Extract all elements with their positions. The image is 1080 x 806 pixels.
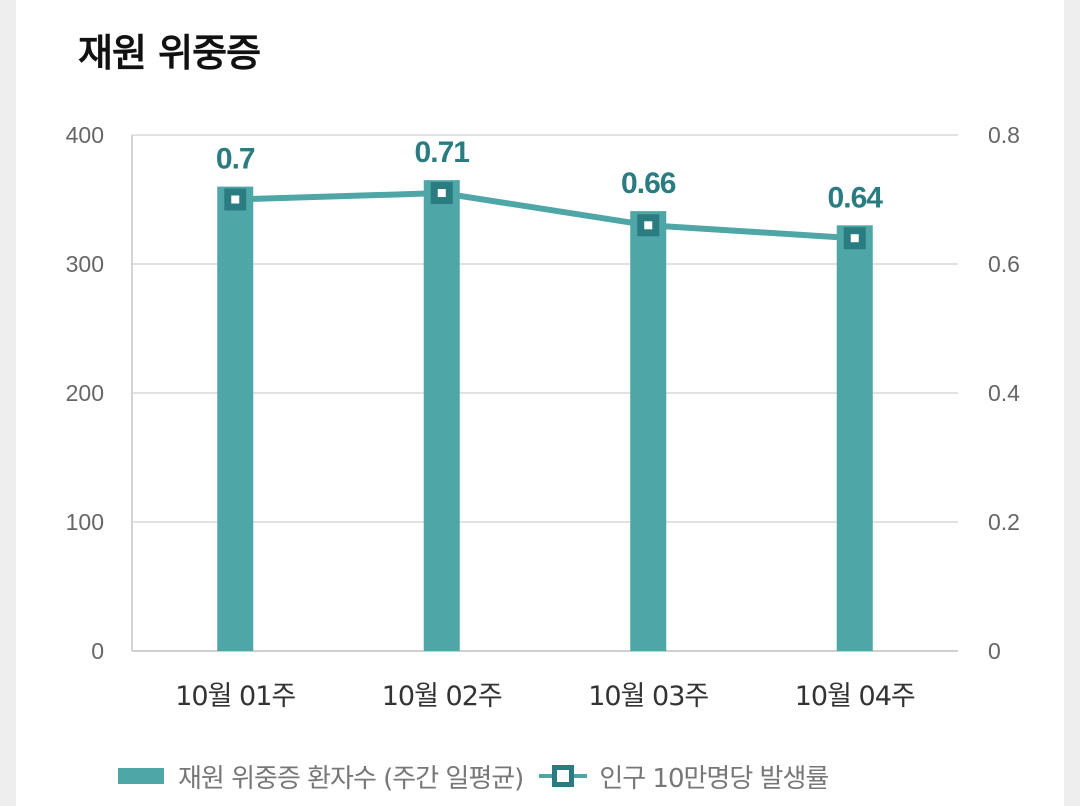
rate-line (235, 190, 855, 242)
legend-line-swatch (539, 764, 588, 788)
x-tick-label: 10월 04주 (795, 681, 915, 712)
legend-bar-label: 재원 위중증 환자수 (주간 일평균) (178, 763, 524, 794)
data-label: 0.71 (415, 136, 470, 169)
legend-bar-swatch (118, 768, 164, 784)
y-right-tick-label: 0.6 (988, 251, 1020, 277)
x-tick-label: 10월 02주 (382, 681, 502, 712)
x-tick-label: 10월 01주 (175, 681, 295, 712)
bar (630, 211, 667, 652)
line-marker-center (437, 189, 446, 198)
y-right-tick-label: 0.2 (988, 509, 1020, 535)
y-left-tick-label: 200 (66, 380, 104, 406)
legend-line-label: 인구 10만명당 발생률 (599, 763, 829, 794)
y-left-tick-label: 0 (91, 638, 104, 664)
bar (217, 186, 254, 651)
y-left-tick-label: 300 (66, 251, 104, 277)
x-tick-label: 10월 03주 (588, 681, 708, 712)
line-marker-center (644, 221, 653, 230)
line-marker-center (850, 234, 859, 243)
bar (836, 225, 873, 652)
data-label: 0.7 (216, 143, 255, 176)
y-right-tick-label: 0 (988, 638, 1001, 664)
y-right-tick-label: 0.8 (988, 122, 1020, 148)
bar (423, 180, 460, 651)
y-left-tick-label: 100 (66, 509, 104, 535)
data-label: 0.66 (621, 167, 676, 200)
y-left-tick-label: 400 (66, 122, 104, 148)
line-marker-center (231, 195, 240, 204)
y-right-tick-label: 0.4 (988, 380, 1020, 406)
data-label: 0.64 (828, 181, 884, 214)
legend: 재원 위중증 환자수 (주간 일평균) 인구 10만명당 발생률 (118, 752, 829, 800)
chart-title: 재원 위중증 (78, 31, 261, 75)
